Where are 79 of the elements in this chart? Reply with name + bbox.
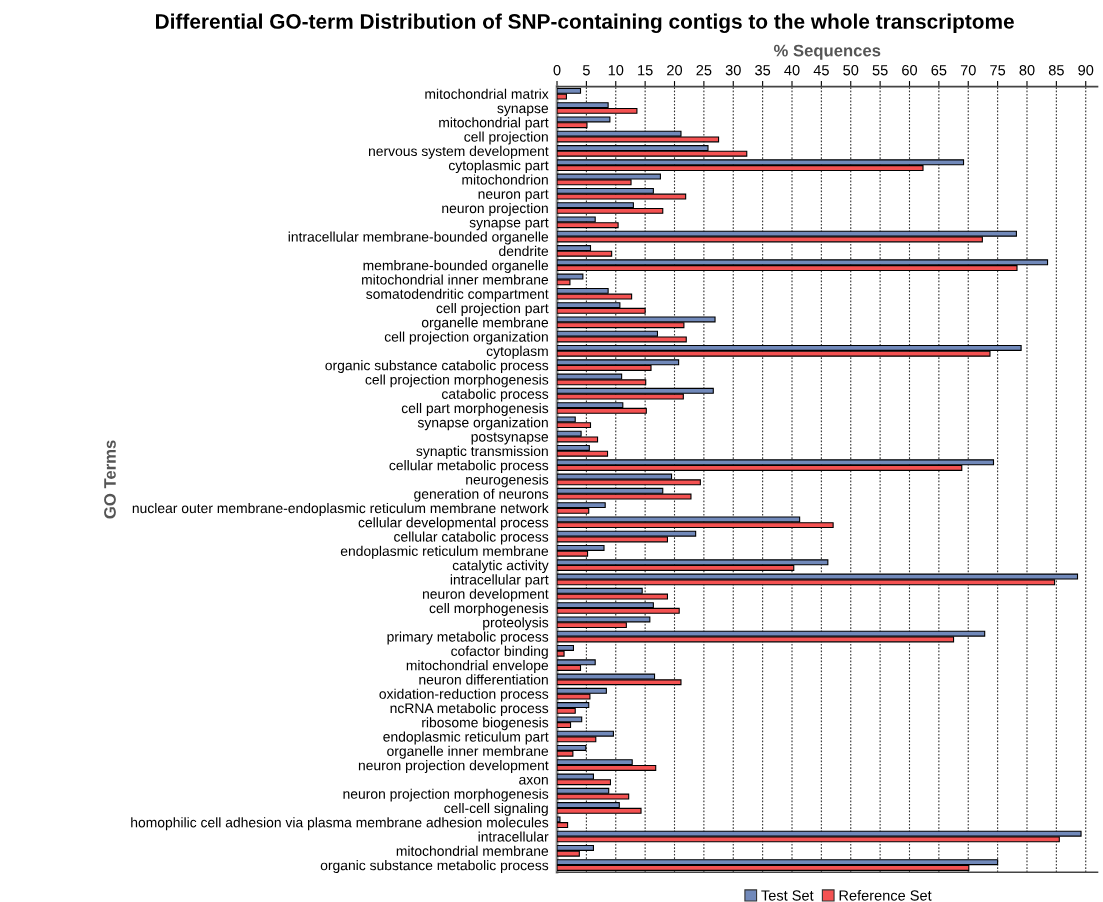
x-tick-label: 60 [902,65,918,76]
y-tick-label: organic substance metabolic process [320,860,549,874]
y-tick-label: mitochondrial inner membrane [362,274,549,285]
x-tick-label: 80 [1019,65,1035,76]
y-tick-label: endoplasmic reticulum membrane [340,545,549,559]
x-tick-label: 10 [608,65,624,76]
y-tick-label: cell projection [464,131,548,145]
x-tick-label: 15 [638,65,653,76]
y-tick-label: catalytic activity [452,560,549,574]
x-tick-label: 40 [784,65,800,76]
y-tick-label: organelle membrane [421,317,549,331]
y-tick-label: mitochondrial matrix [425,88,549,99]
y-tick-label: mitochondrial part [439,117,549,131]
y-tick-label: cellular catabolic process [394,531,549,545]
y-tick-label: cell-cell signaling [444,802,548,816]
y-tick-label: cell part morphogenesis [401,402,549,416]
y-tick-label: mitochondrial membrane [396,845,549,856]
y-tick-label: cell projection organization [384,331,548,345]
x-tick-label: 0 [553,65,561,76]
y-tick-label: neuron projection morphogenesis [343,788,549,802]
y-tick-label: oxidation-reduction process [379,688,549,702]
y-tick-label: neuron part [478,189,549,202]
y-tick-label: cytoplasmic part [448,160,549,174]
x-axis-title: % Sequences [773,44,881,60]
y-tick-label: cellular metabolic process [389,460,549,474]
y-tick-label: primary metabolic process [387,631,549,645]
y-axis-title: GO Terms [104,440,116,519]
y-tick-label: homophilic cell adhesion via plasma membrane adhesion molecules [131,817,549,831]
y-tick-label: membrane-bounded organelle [363,260,549,274]
y-tick-label: axon [519,776,548,785]
y-tick-label: ribosome biogenesis [422,717,549,731]
y-tick-label: cell projection morphogenesis [365,374,549,388]
y-tick-label: neuron projection development [358,760,549,774]
y-tick-label: intracellular [478,831,549,842]
y-tick-label: nervous system development [368,145,549,159]
y-tick-label: mitochondrion [462,174,548,185]
y-tick-label: synapse part [469,218,549,231]
x-tick-label: 5 [582,65,590,76]
y-tick-label: cellular developmental process [358,517,549,531]
y-tick-label: neurogenesis [466,474,549,488]
y-tick-label: intracellular part [450,574,549,588]
y-tick-label: ncRNA metabolic process [390,702,549,716]
y-tick-label: neuron projection [442,202,548,216]
y-tick-label: intracellular membrane-bounded organelle [288,231,549,245]
x-tick-label: 50 [843,65,859,76]
y-tick-label: postsynapse [471,432,549,445]
y-tick-label: neuron differentiation [419,674,548,685]
y-tick-label: endoplasmic reticulum part [383,731,549,745]
chart-title: Differential GO-term Distribution of SNP-containing contigs to the whole transcriptome [156,13,1014,34]
x-tick-label: 90 [1078,65,1094,76]
x-tick-label: 65 [931,65,947,76]
y-tick-label: synaptic transmission [416,445,548,459]
x-tick-label: 55 [872,65,888,76]
y-tick-label: mitochondrial envelope [406,660,549,674]
legend-label: Reference Set [839,889,932,901]
y-tick-label: cell projection part [436,302,549,316]
y-tick-label: cytoplasm [486,345,548,359]
y-tick-label: cofactor binding [451,645,548,659]
y-tick-label: organelle inner membrane [387,745,549,759]
legend-label: Test Set [761,890,814,901]
y-tick-label: synapse [497,105,549,116]
x-tick-label: 35 [755,65,771,76]
x-tick-label: 75 [990,65,1006,76]
y-tick-label: proteolysis [483,617,549,631]
x-tick-label: 45 [813,65,829,76]
y-tick-label: cell morphogenesis [429,602,549,616]
x-tick-label: 20 [667,65,683,76]
x-tick-label: 25 [696,65,712,76]
y-tick-label: organic substance catabolic process [325,360,549,374]
x-tick-label: 70 [960,65,976,76]
y-tick-label: nuclear outer membrane-endoplasmic reticulum membrane network [132,502,549,516]
y-tick-label: dendrite [499,245,549,257]
x-tick-label: 30 [725,65,741,76]
y-tick-label: generation of neurons [414,488,549,502]
y-tick-label: somatodendritic compartment [366,288,549,302]
x-tick-label: 85 [1048,65,1064,76]
y-tick-label: neuron development [422,588,549,602]
y-tick-label: synapse organization [417,417,548,431]
y-tick-label: catabolic process [441,388,549,402]
